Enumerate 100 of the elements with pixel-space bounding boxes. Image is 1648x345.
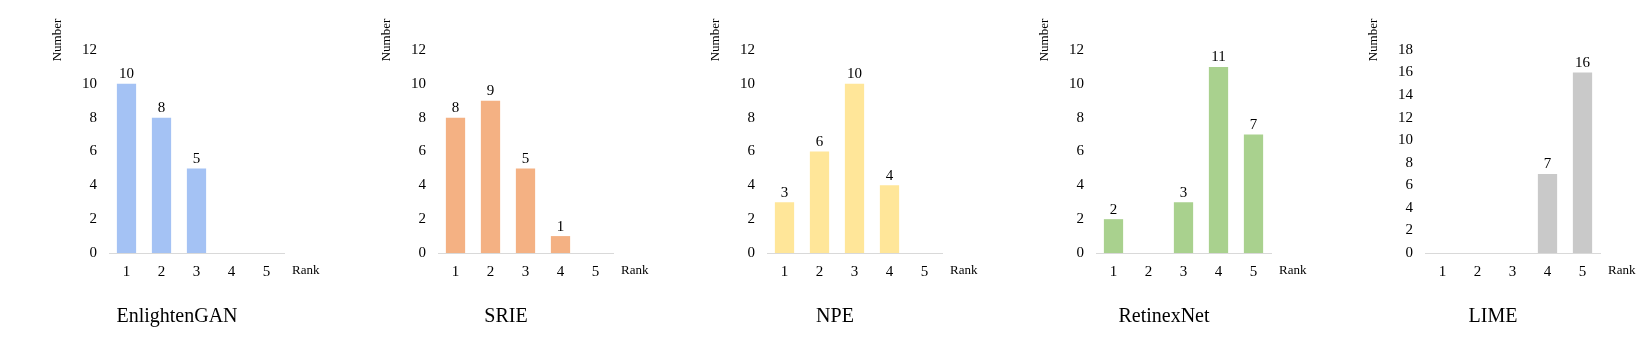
x-tick-label: 2 [1144, 262, 1153, 279]
text: EnlightenGAN [116, 304, 238, 328]
y-tick-label: 2 [418, 210, 426, 227]
y-tick-label: 14 [1398, 86, 1414, 103]
x-tick-label: 5 [262, 262, 271, 279]
bar [515, 168, 536, 253]
x-tick-label: 3 [1179, 262, 1188, 279]
x-tick-label: 2 [1473, 262, 1482, 279]
data-label: 1 [556, 217, 565, 234]
x-axis-title: Rank [292, 262, 320, 278]
y-tick-label: 2 [89, 210, 97, 227]
y-tick-label: 10 [82, 74, 97, 91]
y-tick-label: 4 [418, 176, 427, 193]
y-tick-label: 2 [1076, 210, 1084, 227]
x-tick-label: 5 [920, 262, 929, 279]
y-tick-label: 0 [89, 243, 97, 260]
y-tick-label: 6 [89, 142, 98, 159]
y-axis-title: Number [1035, 18, 1051, 62]
x-axis-title: Rank [1279, 262, 1307, 278]
y-tick-label: 0 [1076, 243, 1084, 260]
x-axis-title: Rank [1608, 262, 1636, 278]
y-tick-label: 8 [418, 108, 426, 125]
bar [445, 117, 466, 253]
x-tick-label: 1 [780, 262, 789, 279]
y-tick-label: 8 [747, 108, 755, 125]
text: RetinexNet [1118, 304, 1210, 327]
bar [1243, 134, 1264, 253]
y-axis-title: Number [706, 18, 722, 62]
x-tick-label: 1 [122, 262, 131, 279]
bar [480, 100, 501, 253]
data-label: 5 [192, 149, 201, 166]
y-tick-label: 12 [82, 40, 97, 57]
y-tick-label: 4 [1076, 176, 1085, 193]
x-tick-label: 3 [850, 262, 859, 279]
y-tick-label: 10 [1398, 131, 1413, 148]
x-tick-label: 2 [486, 262, 495, 279]
y-tick-label: 6 [1076, 142, 1085, 159]
x-tick-label: 1 [1438, 262, 1447, 279]
bar [1208, 66, 1229, 253]
y-tick-label: 4 [1405, 198, 1414, 215]
data-label: 10 [119, 65, 134, 82]
y-tick-label: 0 [418, 243, 426, 260]
data-label: 8 [451, 99, 460, 116]
y-tick-label: 12 [411, 40, 426, 57]
y-axis-title: Number [48, 18, 64, 62]
data-label: 5 [521, 149, 530, 166]
bar [186, 168, 207, 253]
x-axis-title: Rank [621, 262, 649, 278]
x-tick-label: 5 [591, 262, 600, 279]
y-tick-label: 12 [1069, 40, 1084, 57]
data-label: 7 [1543, 155, 1552, 172]
x-tick-label: 2 [815, 262, 824, 279]
data-label: 6 [815, 132, 824, 149]
x-tick-label: 4 [227, 262, 236, 279]
y-tick-label: 4 [89, 176, 98, 193]
bar [809, 151, 830, 253]
y-axis-title: Number [1364, 18, 1380, 62]
y-tick-label: 10 [1069, 74, 1084, 91]
y-tick-label: 6 [418, 142, 427, 159]
x-tick-label: 4 [556, 262, 565, 279]
x-tick-label: 3 [192, 262, 201, 279]
data-label: 11 [1211, 48, 1226, 65]
y-tick-label: 10 [740, 74, 755, 91]
x-axis-title: Rank [950, 262, 978, 278]
x-tick-label: 4 [1543, 262, 1552, 279]
text: LIME [1468, 304, 1518, 327]
x-tick-label: 3 [1508, 262, 1517, 279]
bar [774, 202, 795, 253]
bar [151, 117, 172, 253]
bar [1103, 219, 1124, 253]
x-tick-label: 3 [521, 262, 530, 279]
x-tick-label: 2 [157, 262, 166, 279]
y-tick-label: 8 [1076, 108, 1084, 125]
y-tick-label: 16 [1398, 63, 1414, 80]
x-tick-label: 4 [1214, 262, 1223, 279]
data-label: 9 [486, 82, 495, 99]
data-label: 8 [157, 99, 166, 116]
y-tick-label: 2 [747, 210, 755, 227]
text: NPE [816, 304, 854, 327]
bar [550, 236, 571, 253]
bar [844, 83, 865, 253]
data-label: 7 [1249, 116, 1258, 133]
x-tick-label: 1 [451, 262, 460, 279]
y-tick-label: 0 [747, 243, 755, 260]
bar [1173, 202, 1194, 253]
x-tick-label: 5 [1578, 262, 1587, 279]
y-tick-label: 8 [1405, 153, 1413, 170]
bar [879, 185, 900, 253]
y-tick-label: 12 [1398, 108, 1413, 125]
y-tick-label: 4 [747, 176, 756, 193]
text: SRIE [484, 304, 528, 327]
y-tick-label: 0 [1405, 243, 1413, 260]
y-tick-label: 2 [1405, 221, 1413, 238]
data-label: 3 [1179, 183, 1188, 200]
x-tick-label: 5 [1249, 262, 1258, 279]
y-tick-label: 6 [1405, 176, 1414, 193]
data-label: 4 [885, 166, 894, 183]
data-label: 10 [847, 65, 862, 82]
y-tick-label: 8 [89, 108, 97, 125]
y-axis-title: Number [377, 18, 393, 62]
